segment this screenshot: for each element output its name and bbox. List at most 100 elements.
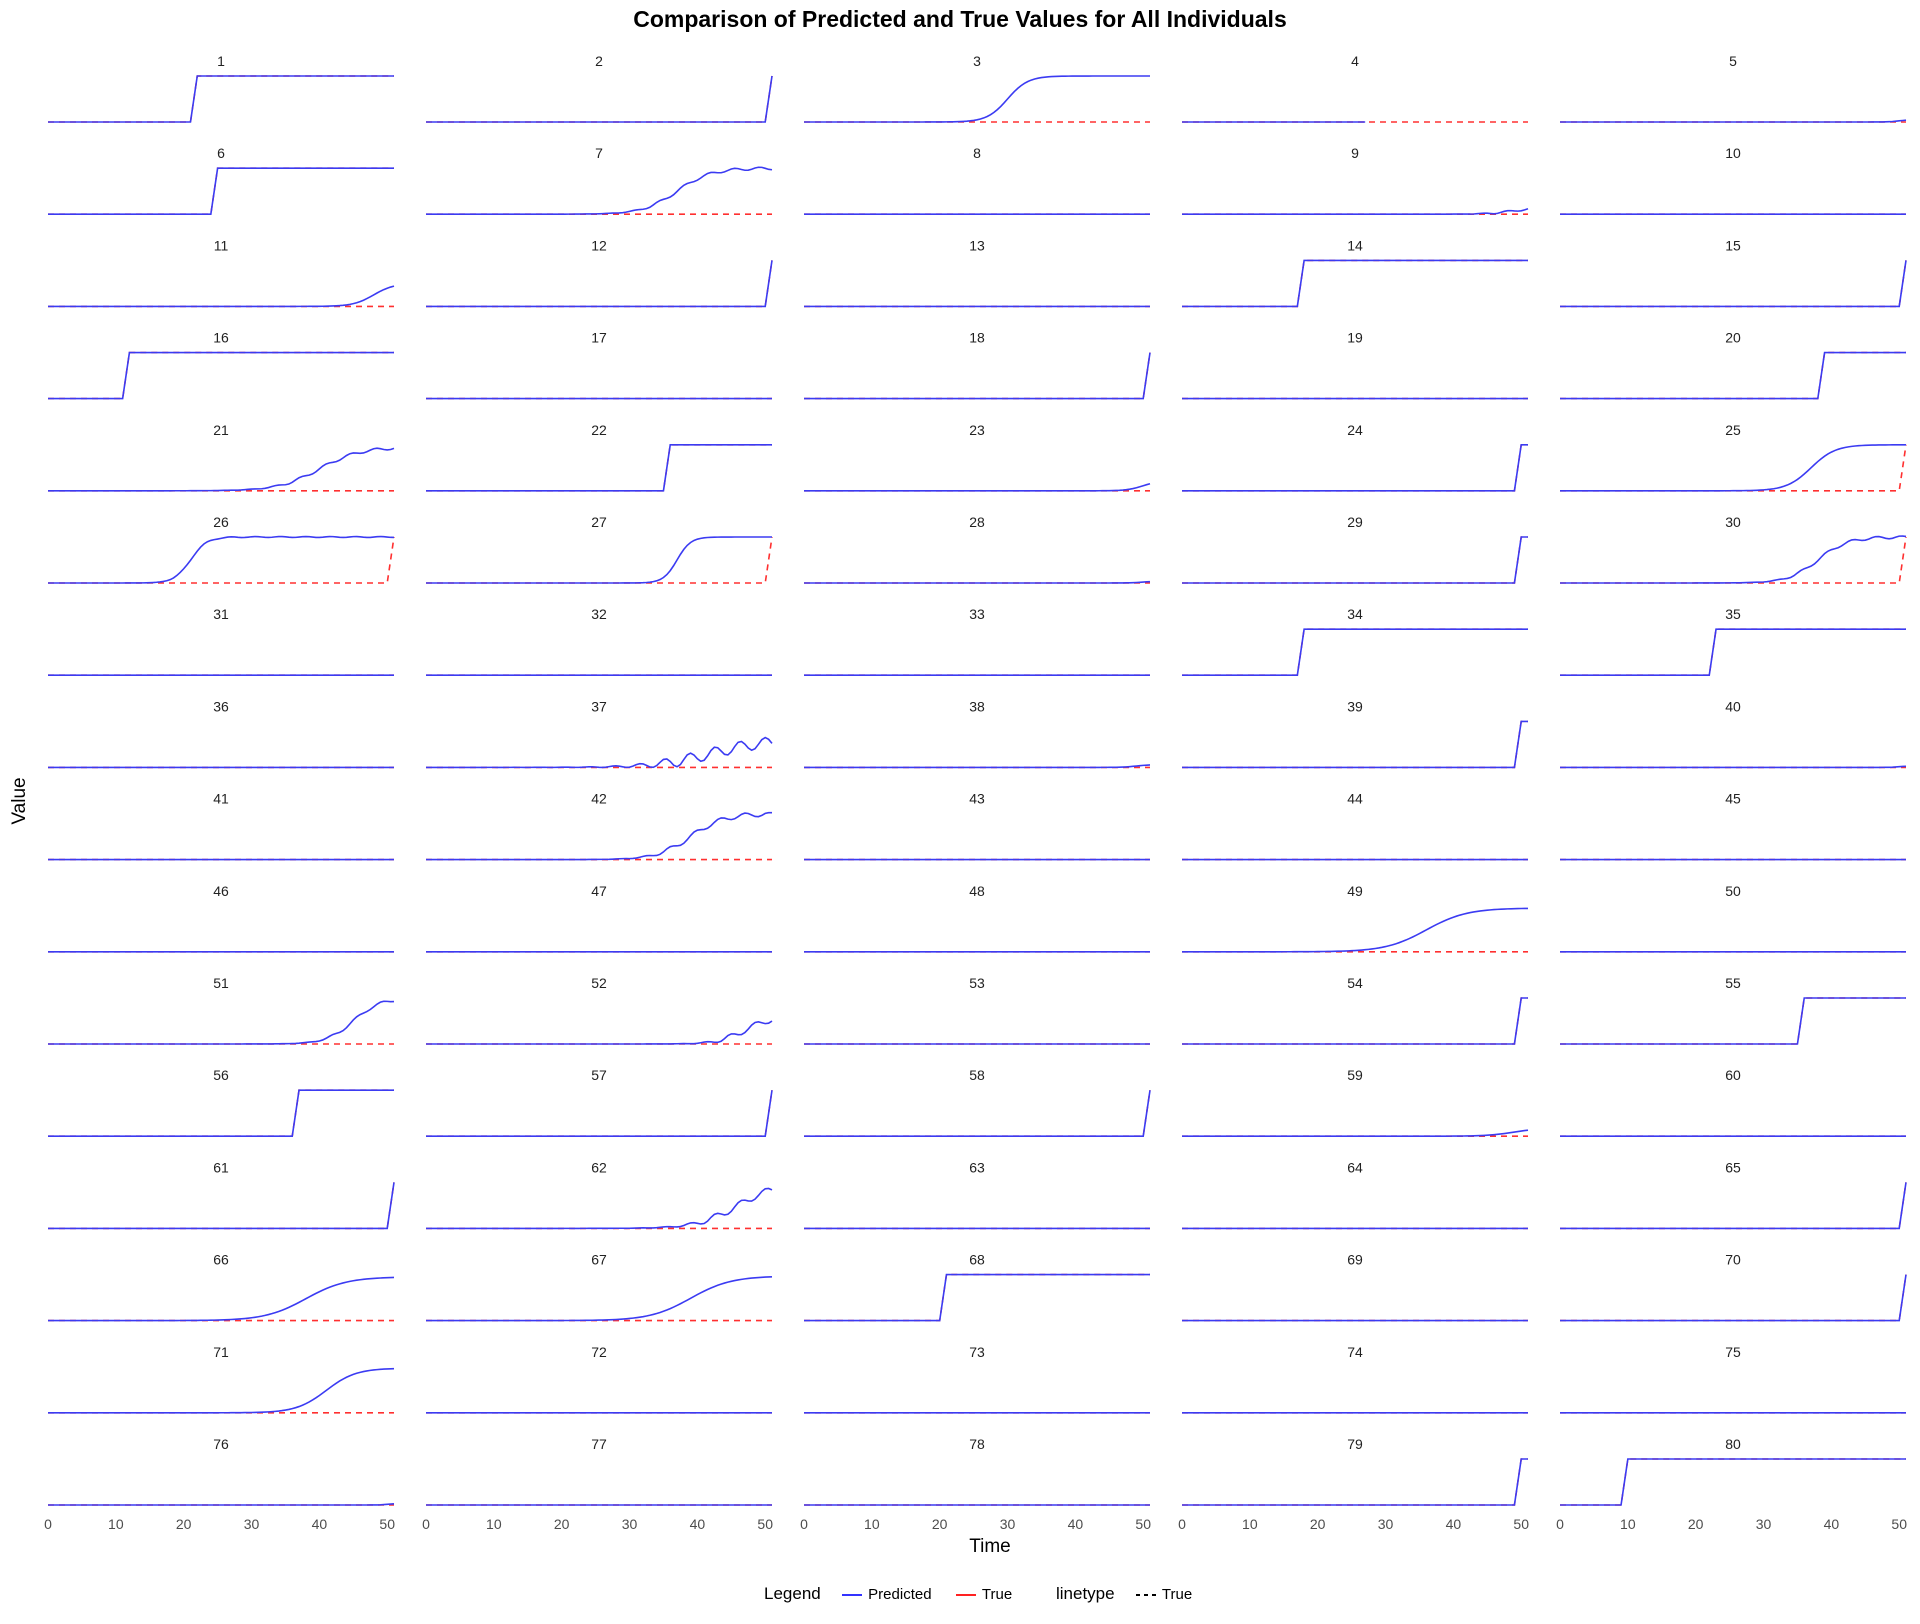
x-tick-label-col1-30: 30 bbox=[244, 1516, 260, 1532]
x-tick-label-col5-0: 0 bbox=[1556, 1516, 1564, 1532]
predicted-line-39 bbox=[1182, 720, 1528, 769]
true-line-55 bbox=[1560, 997, 1906, 1045]
facet-label-48: 48 bbox=[969, 883, 985, 899]
predicted-line-49 bbox=[1181, 907, 1529, 953]
facet-label-5: 5 bbox=[1729, 53, 1737, 69]
x-tick-label-col4-0: 0 bbox=[1178, 1516, 1186, 1532]
x-tick-label-col5-40: 40 bbox=[1824, 1516, 1840, 1532]
predicted-line-20 bbox=[1560, 351, 1906, 400]
legend-label-predicted: Predicted bbox=[868, 1586, 932, 1603]
facet-label-50: 50 bbox=[1725, 883, 1741, 899]
predicted-line-65 bbox=[1560, 1182, 1907, 1230]
predicted-line-9 bbox=[1182, 207, 1529, 215]
predicted-line-68 bbox=[804, 1273, 1150, 1322]
facet-label-60: 60 bbox=[1725, 1067, 1741, 1083]
legend-entry-true: True bbox=[954, 1586, 1012, 1603]
facet-label-29: 29 bbox=[1347, 514, 1363, 530]
x-tick-label-col3-40: 40 bbox=[1068, 1516, 1084, 1532]
predicted-line-40 bbox=[1560, 765, 1907, 769]
predicted-line-34 bbox=[1182, 628, 1528, 677]
true-line-70 bbox=[1560, 1274, 1907, 1322]
true-line-22 bbox=[426, 443, 772, 492]
x-tick-label-col2-50: 50 bbox=[757, 1516, 773, 1532]
facet-label-19: 19 bbox=[1347, 330, 1363, 346]
true-line-6 bbox=[48, 167, 394, 215]
facet-label-61: 61 bbox=[213, 1159, 229, 1175]
facet-label-79: 79 bbox=[1347, 1436, 1363, 1452]
true-line-34 bbox=[1182, 628, 1528, 677]
facet-label-52: 52 bbox=[591, 975, 607, 991]
legend-linetype: linetype bbox=[1056, 1584, 1115, 1604]
true-line-12 bbox=[426, 260, 773, 308]
facet-label-8: 8 bbox=[973, 145, 981, 161]
facet-label-27: 27 bbox=[591, 514, 607, 530]
facet-label-24: 24 bbox=[1347, 422, 1363, 438]
x-tick-label-col3-0: 0 bbox=[800, 1516, 808, 1532]
predicted-line-52 bbox=[426, 1020, 773, 1045]
predicted-line-57 bbox=[426, 1090, 773, 1137]
true-line-29 bbox=[1182, 536, 1528, 584]
facet-label-55: 55 bbox=[1725, 975, 1741, 991]
predicted-line-35 bbox=[1560, 628, 1906, 677]
x-tick-label-col3-10: 10 bbox=[864, 1516, 880, 1532]
predicted-line-59 bbox=[1182, 1129, 1529, 1137]
facet-label-11: 11 bbox=[214, 237, 229, 253]
true-line-14 bbox=[1182, 259, 1528, 308]
predicted-line-2 bbox=[426, 75, 773, 123]
x-tick-label-col5-10: 10 bbox=[1620, 1516, 1636, 1532]
legend: Legend bbox=[764, 1584, 821, 1604]
predicted-line-70 bbox=[1560, 1274, 1907, 1322]
facet-label-58: 58 bbox=[969, 1067, 985, 1083]
x-tick-label-col3-20: 20 bbox=[932, 1516, 948, 1532]
chart-title: Comparison of Predicted and True Values … bbox=[633, 6, 1287, 32]
facet-label-10: 10 bbox=[1725, 145, 1741, 161]
facet-label-53: 53 bbox=[969, 975, 985, 991]
predicted-line-76 bbox=[48, 1503, 395, 1506]
true-line-1 bbox=[48, 75, 394, 123]
facet-label-45: 45 bbox=[1725, 791, 1741, 807]
predicted-line-5 bbox=[1560, 119, 1907, 123]
true-line-54 bbox=[1182, 997, 1528, 1045]
facet-label-17: 17 bbox=[591, 330, 607, 346]
facet-label-36: 36 bbox=[213, 698, 229, 714]
predicted-line-30 bbox=[1560, 535, 1907, 584]
true-line-30 bbox=[1560, 536, 1907, 584]
x-tick-label-col2-30: 30 bbox=[622, 1516, 638, 1532]
facet-label-64: 64 bbox=[1347, 1159, 1363, 1175]
facet-label-42: 42 bbox=[591, 791, 607, 807]
facet-label-46: 46 bbox=[213, 883, 229, 899]
true-line-25 bbox=[1560, 444, 1907, 492]
predicted-line-26 bbox=[48, 535, 395, 584]
predicted-line-11 bbox=[48, 285, 395, 308]
predicted-line-29 bbox=[1182, 536, 1528, 584]
facet-label-51: 51 bbox=[213, 975, 229, 991]
true-line-35 bbox=[1560, 628, 1906, 677]
true-line-61 bbox=[48, 1182, 395, 1230]
predicted-line-6 bbox=[48, 167, 394, 215]
facet-label-20: 20 bbox=[1725, 330, 1741, 346]
facet-label-18: 18 bbox=[969, 330, 985, 346]
x-tick-label-col4-40: 40 bbox=[1446, 1516, 1462, 1532]
facet-label-72: 72 bbox=[591, 1344, 607, 1360]
predicted-line-62 bbox=[426, 1187, 773, 1230]
x-tick-label-col4-50: 50 bbox=[1513, 1516, 1529, 1532]
predicted-line-55 bbox=[1560, 997, 1906, 1045]
facet-label-22: 22 bbox=[591, 422, 607, 438]
x-tick-label-col4-20: 20 bbox=[1310, 1516, 1326, 1532]
true-line-15 bbox=[1560, 260, 1907, 308]
x-tick-label-col1-10: 10 bbox=[108, 1516, 124, 1532]
facet-label-21: 21 bbox=[213, 422, 229, 438]
predicted-line-66 bbox=[48, 1276, 395, 1322]
predicted-line-61 bbox=[48, 1182, 395, 1230]
predicted-line-14 bbox=[1182, 259, 1528, 308]
facet-label-13: 13 bbox=[969, 237, 985, 253]
legend-key-predicted bbox=[842, 1594, 862, 1597]
facet-label-40: 40 bbox=[1725, 698, 1741, 714]
facet-label-9: 9 bbox=[1351, 145, 1359, 161]
facet-label-35: 35 bbox=[1725, 606, 1741, 622]
x-tick-label-col5-30: 30 bbox=[1756, 1516, 1772, 1532]
facet-label-76: 76 bbox=[213, 1436, 229, 1452]
x-tick-label-col4-30: 30 bbox=[1378, 1516, 1394, 1532]
legend-entry-predicted: Predicted bbox=[840, 1586, 932, 1603]
facet-label-1: 1 bbox=[217, 53, 225, 69]
